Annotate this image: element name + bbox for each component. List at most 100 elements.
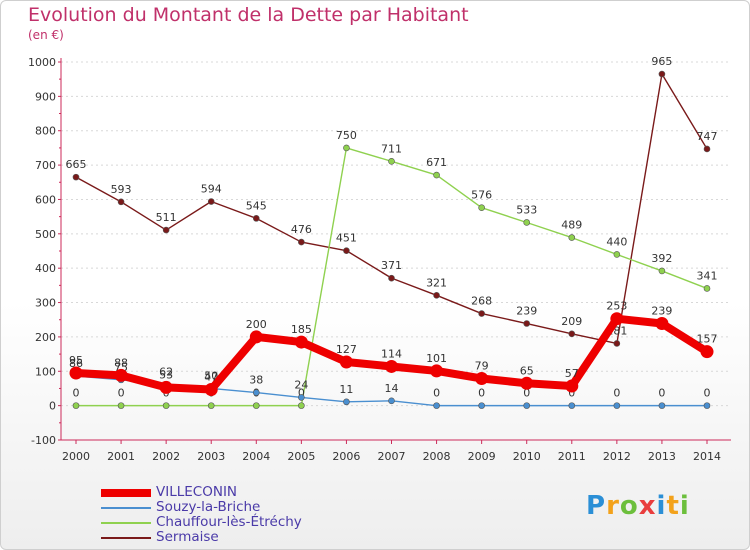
- data-label-sermaise-2010: 239: [516, 305, 537, 318]
- logo-letter: i: [656, 491, 667, 521]
- data-point-sermaise-2005: [298, 238, 305, 246]
- data-label-villeconin-2005: 185: [291, 323, 312, 336]
- data-point-chauffour-l-s-tr-chy-2007: [388, 158, 395, 165]
- data-label-chauffour-l-s-tr-chy-2008: 671: [426, 156, 447, 169]
- x-tick-label-2003: 2003: [197, 450, 225, 463]
- legend-label-chauffour: Chauffour-lès-Étréchy: [156, 514, 302, 530]
- data-point-villeconin-2005: [294, 335, 308, 349]
- data-point-chauffour-l-s-tr-chy-2005: [298, 402, 305, 409]
- x-tick-label-2007: 2007: [378, 450, 406, 463]
- data-label-souzy-la-briche-2011: 0: [568, 387, 575, 400]
- data-point-sermaise-2004: [252, 215, 260, 222]
- data-label-villeconin-2006: 127: [336, 343, 357, 356]
- data-label-chauffour-l-s-tr-chy-2009: 576: [471, 189, 492, 202]
- data-point-chauffour-l-s-tr-chy-2009: [478, 204, 485, 212]
- data-point-souzy-la-briche-2008: [433, 402, 440, 409]
- data-point-chauffour-l-s-tr-chy-2014: [703, 285, 711, 292]
- legend-label-villeconin: VILLECONIN: [156, 484, 238, 500]
- chart-title: Evolution du Montant de la Dette par Hab…: [28, 4, 469, 26]
- data-label-souzy-la-briche-2004: 38: [249, 374, 263, 387]
- data-label-souzy-la-briche-2009: 0: [478, 387, 485, 400]
- data-label-sermaise-2001: 593: [111, 183, 132, 196]
- data-label-chauffour-l-s-tr-chy-2007: 711: [381, 142, 402, 155]
- data-label-villeconin-2000: 95: [69, 354, 83, 367]
- data-label-souzy-la-briche-2002: 62: [159, 365, 173, 378]
- data-label-chauffour-l-s-tr-chy-2012: 440: [606, 235, 627, 248]
- data-point-sermaise-2013: [658, 70, 666, 78]
- data-label-sermaise-2009: 268: [471, 295, 492, 308]
- data-point-souzy-la-briche-2014: [703, 402, 711, 409]
- data-label-villeconin-2001: 88: [114, 356, 128, 369]
- data-point-villeconin-2000: [69, 366, 83, 380]
- y-tick-label: 200: [35, 331, 56, 344]
- data-point-sermaise-2001: [117, 198, 125, 206]
- logo-letter: P: [586, 491, 607, 521]
- x-tick-label-2008: 2008: [423, 450, 451, 463]
- data-point-villeconin-2002: [159, 380, 173, 394]
- data-point-souzy-la-briche-2007: [388, 397, 395, 405]
- logo-letter: t: [666, 491, 680, 521]
- data-label-villeconin-2004: 200: [246, 318, 267, 331]
- data-point-sermaise-2007: [388, 274, 395, 282]
- data-point-villeconin-2008: [430, 364, 444, 378]
- data-point-villeconin-2001: [114, 368, 128, 382]
- data-label-souzy-la-briche-2010: 0: [523, 387, 530, 400]
- legend-label-sermaise: Sermaise: [156, 529, 219, 545]
- data-point-villeconin-2013: [655, 317, 669, 331]
- x-tick-label-2005: 2005: [287, 450, 315, 463]
- data-point-sermaise-2010: [523, 320, 531, 327]
- data-point-sermaise-2008: [433, 292, 440, 299]
- data-point-chauffour-l-s-tr-chy-2010: [523, 219, 531, 226]
- data-label-villeconin-2010: 65: [520, 364, 534, 377]
- y-tick-label: 600: [35, 193, 56, 206]
- data-point-chauffour-l-s-tr-chy-2008: [433, 171, 440, 179]
- y-tick-label: 400: [35, 262, 56, 275]
- data-point-chauffour-l-s-tr-chy-2003: [207, 402, 215, 409]
- data-label-chauffour-l-s-tr-chy-2006: 750: [336, 129, 357, 142]
- y-tick-label: 900: [35, 90, 56, 103]
- data-point-souzy-la-briche-2011: [568, 402, 576, 409]
- data-label-souzy-la-briche-2000: 86: [69, 357, 83, 370]
- data-point-souzy-la-briche-2005: [298, 394, 305, 401]
- data-point-chauffour-l-s-tr-chy-2002: [162, 402, 170, 409]
- y-tick-label: 800: [35, 125, 56, 138]
- x-tick-label-2013: 2013: [648, 450, 676, 463]
- data-label-chauffour-l-s-tr-chy-2013: 392: [651, 252, 672, 265]
- data-label-villeconin-2002: 53: [159, 368, 173, 381]
- data-point-sermaise-2012: [613, 340, 621, 347]
- data-label-villeconin-2007: 114: [381, 347, 402, 360]
- x-tick-label-2014: 2014: [693, 450, 721, 463]
- data-point-chauffour-l-s-tr-chy-2001: [117, 402, 125, 409]
- data-label-souzy-la-briche-2014: 0: [704, 387, 711, 400]
- data-point-chauffour-l-s-tr-chy-2006: [343, 144, 350, 152]
- data-label-sermaise-2005: 476: [291, 223, 312, 236]
- y-tick-label: 300: [35, 297, 56, 310]
- legend-swatch-villeconin: [101, 489, 151, 497]
- logo-letter: x: [638, 491, 657, 521]
- legend-swatch-chauffour: [101, 522, 151, 524]
- data-label-chauffour-l-s-tr-chy-2011: 489: [561, 219, 582, 232]
- data-point-villeconin-2009: [475, 371, 489, 385]
- data-point-sermaise-2006: [343, 247, 350, 254]
- data-point-villeconin-2003: [204, 382, 218, 396]
- data-point-villeconin-2004: [249, 330, 263, 344]
- x-tick-label-2009: 2009: [468, 450, 496, 463]
- logo-letter: r: [606, 491, 620, 521]
- data-point-sermaise-2002: [162, 226, 170, 234]
- data-point-chauffour-l-s-tr-chy-2000: [72, 402, 80, 409]
- data-label-sermaise-2002: 511: [156, 211, 177, 224]
- data-label-sermaise-2011: 209: [561, 315, 582, 328]
- data-point-villeconin-2014: [700, 345, 714, 359]
- x-tick-label-2012: 2012: [603, 450, 631, 463]
- data-label-souzy-la-briche-2006: 11: [339, 383, 353, 396]
- data-point-chauffour-l-s-tr-chy-2011: [568, 234, 576, 241]
- y-tick-label: 700: [35, 159, 56, 172]
- data-label-sermaise-2013: 965: [651, 55, 672, 68]
- data-label-sermaise-2000: 665: [66, 158, 87, 171]
- logo-letter: i: [679, 491, 690, 521]
- data-label-souzy-la-briche-2003: 50: [204, 369, 218, 382]
- legend-swatch-sermaise: [101, 537, 151, 539]
- data-label-sermaise-2014: 747: [697, 130, 718, 143]
- data-point-chauffour-l-s-tr-chy-2013: [658, 267, 666, 275]
- data-point-chauffour-l-s-tr-chy-2012: [613, 251, 621, 258]
